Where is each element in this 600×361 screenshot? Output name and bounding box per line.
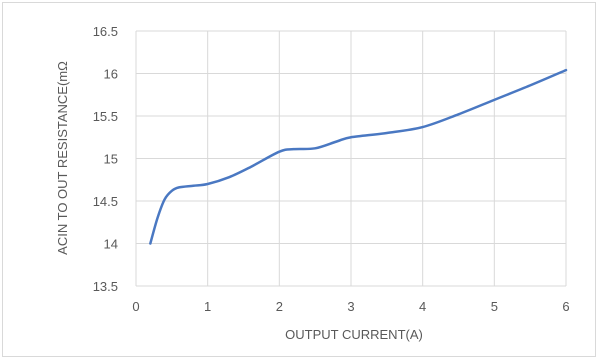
y-tick-labels: 13.5 14 14.5 15 15.5 16 16.5	[93, 24, 118, 294]
x-tick-labels: 0 1 2 3 4 5 6	[132, 299, 569, 314]
y-tick-label: 14.5	[93, 194, 118, 209]
x-tick-label: 3	[347, 299, 354, 314]
series-line	[149, 68, 568, 245]
x-tick-label: 2	[276, 299, 283, 314]
x-tick-label: 6	[562, 299, 569, 314]
x-tick-label: 4	[419, 299, 426, 314]
grid-lines	[135, 30, 567, 287]
y-tick-label: 16.5	[93, 24, 118, 39]
x-tick-label: 1	[204, 299, 211, 314]
x-tick-label: 5	[491, 299, 498, 314]
chart-frame	[2, 2, 596, 357]
series-group	[149, 68, 568, 245]
y-tick-label: 13.5	[93, 279, 118, 294]
y-axis-title: ACIN TO OUT RESISTANCE(mΩ	[55, 61, 70, 255]
x-tick-label: 0	[132, 299, 139, 314]
x-axis-title: OUTPUT CURRENT(A)	[285, 327, 423, 342]
y-tick-label: 16	[104, 67, 118, 82]
y-tick-label: 14	[104, 237, 118, 252]
y-tick-label: 15	[104, 152, 118, 167]
y-tick-label: 15.5	[93, 109, 118, 124]
